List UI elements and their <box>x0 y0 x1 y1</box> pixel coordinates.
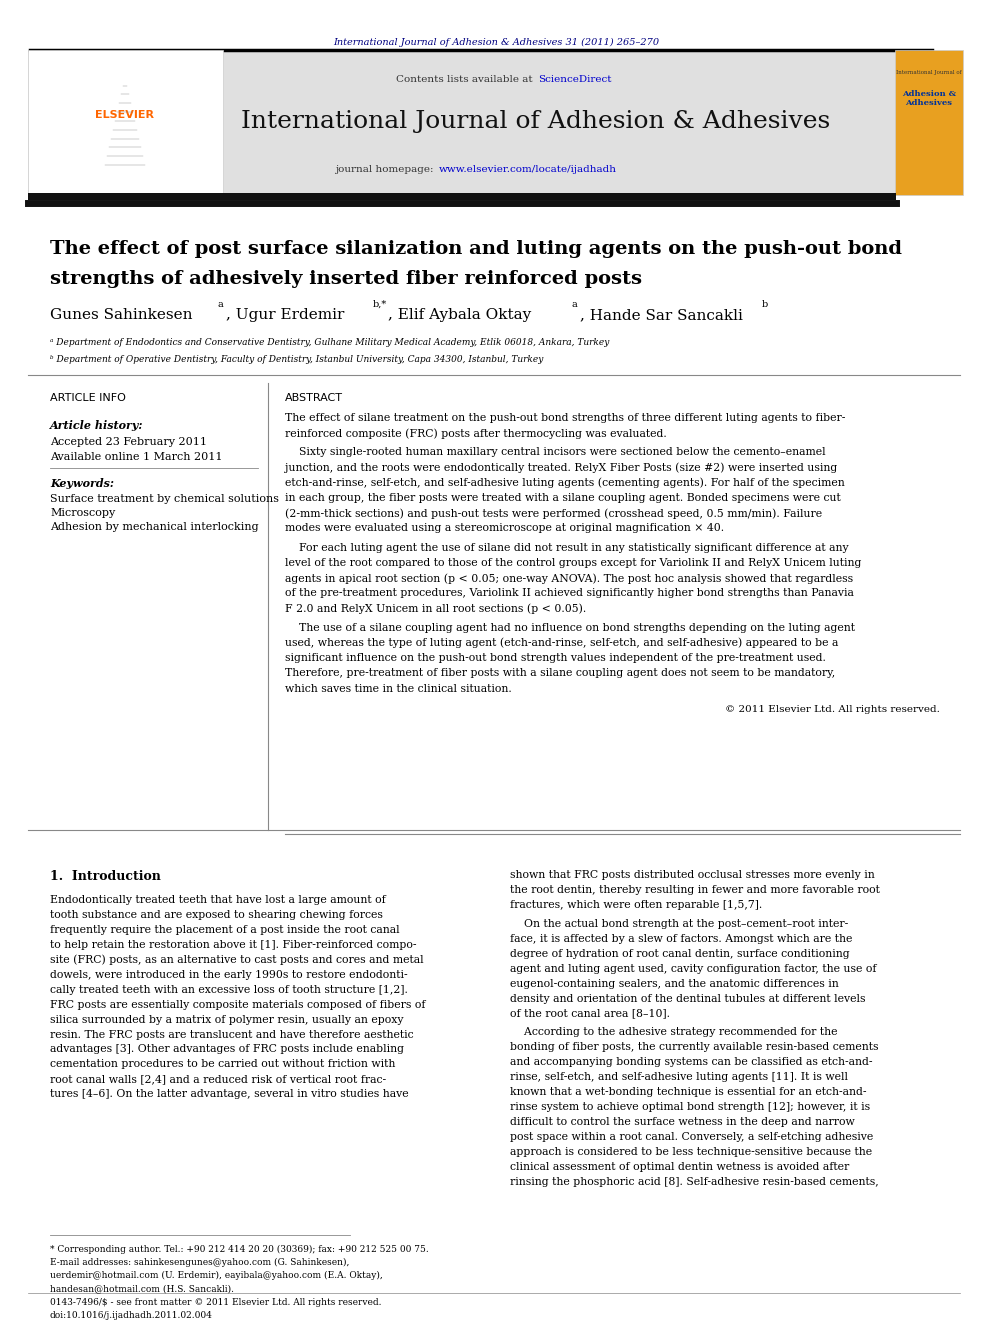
Text: journal homepage:: journal homepage: <box>334 165 436 175</box>
Text: used, whereas the type of luting agent (etch-and-rinse, self-etch, and self-adhe: used, whereas the type of luting agent (… <box>285 638 838 648</box>
Text: cementation procedures to be carried out without friction with: cementation procedures to be carried out… <box>50 1060 396 1069</box>
Text: * Corresponding author. Tel.: +90 212 414 20 20 (30369); fax: +90 212 525 00 75.: * Corresponding author. Tel.: +90 212 41… <box>50 1245 429 1254</box>
Text: etch-and-rinse, self-etch, and self-adhesive luting agents (cementing agents). F: etch-and-rinse, self-etch, and self-adhe… <box>285 478 845 488</box>
Text: 0143-7496/$ - see front matter © 2011 Elsevier Ltd. All rights reserved.: 0143-7496/$ - see front matter © 2011 El… <box>50 1298 382 1307</box>
Text: rinse, self-etch, and self-adhesive luting agents [11]. It is well: rinse, self-etch, and self-adhesive luti… <box>510 1072 848 1082</box>
Text: to help retain the restoration above it [1]. Fiber-reinforced compo-: to help retain the restoration above it … <box>50 939 417 950</box>
Text: F 2.0 and RelyX Unicem in all root sections (p < 0.05).: F 2.0 and RelyX Unicem in all root secti… <box>285 603 586 614</box>
Text: FRC posts are essentially composite materials composed of fibers of: FRC posts are essentially composite mate… <box>50 1000 426 1009</box>
Text: The use of a silane coupling agent had no influence on bond strengths depending : The use of a silane coupling agent had n… <box>285 623 855 632</box>
Text: Microscopy: Microscopy <box>50 508 115 519</box>
Text: of the pre-treatment procedures, Variolink II achieved significantly higher bond: of the pre-treatment procedures, Varioli… <box>285 589 854 598</box>
Text: Contents lists available at: Contents lists available at <box>396 75 536 83</box>
FancyBboxPatch shape <box>28 50 898 194</box>
Text: The effect of post surface silanization and luting agents on the push-out bond: The effect of post surface silanization … <box>50 239 902 258</box>
Text: a: a <box>218 300 224 310</box>
Text: post space within a root canal. Conversely, a self-etching adhesive: post space within a root canal. Converse… <box>510 1132 873 1142</box>
Text: cally treated teeth with an excessive loss of tooth structure [1,2].: cally treated teeth with an excessive lo… <box>50 984 408 995</box>
Text: rinsing the phosphoric acid [8]. Self-adhesive resin-based cements,: rinsing the phosphoric acid [8]. Self-ad… <box>510 1177 879 1187</box>
Text: , Hande Sar Sancakli: , Hande Sar Sancakli <box>580 308 743 321</box>
Text: degree of hydration of root canal dentin, surface conditioning: degree of hydration of root canal dentin… <box>510 949 849 959</box>
Text: difficult to control the surface wetness in the deep and narrow: difficult to control the surface wetness… <box>510 1117 855 1127</box>
Text: significant influence on the push-out bond strength values independent of the pr: significant influence on the push-out bo… <box>285 654 826 663</box>
Text: (2-mm-thick sections) and push-out tests were performed (crosshead speed, 0.5 mm: (2-mm-thick sections) and push-out tests… <box>285 508 822 519</box>
Text: Endodontically treated teeth that have lost a large amount of: Endodontically treated teeth that have l… <box>50 894 386 905</box>
Text: silica surrounded by a matrix of polymer resin, usually an epoxy: silica surrounded by a matrix of polymer… <box>50 1015 404 1024</box>
Bar <box>895 50 963 194</box>
Text: © 2011 Elsevier Ltd. All rights reserved.: © 2011 Elsevier Ltd. All rights reserved… <box>725 705 940 714</box>
Text: which saves time in the clinical situation.: which saves time in the clinical situati… <box>285 684 512 693</box>
Text: eugenol-containing sealers, and the anatomic differences in: eugenol-containing sealers, and the anat… <box>510 979 839 988</box>
Text: , Ugur Erdemir: , Ugur Erdemir <box>226 308 344 321</box>
Text: doi:10.1016/j.ijadhadh.2011.02.004: doi:10.1016/j.ijadhadh.2011.02.004 <box>50 1311 213 1320</box>
Text: clinical assessment of optimal dentin wetness is avoided after: clinical assessment of optimal dentin we… <box>510 1162 849 1172</box>
Text: ᵃ Department of Endodontics and Conservative Dentistry, Gulhane Military Medical: ᵃ Department of Endodontics and Conserva… <box>50 337 609 347</box>
Text: b,*: b,* <box>373 300 387 310</box>
Text: Adhesion &
Adhesives: Adhesion & Adhesives <box>902 90 956 107</box>
Text: International Journal of Adhesion & Adhesives: International Journal of Adhesion & Adhe… <box>241 110 830 134</box>
Text: Adhesion by mechanical interlocking: Adhesion by mechanical interlocking <box>50 523 259 532</box>
Text: Available online 1 March 2011: Available online 1 March 2011 <box>50 452 222 462</box>
Text: bonding of fiber posts, the currently available resin-based cements: bonding of fiber posts, the currently av… <box>510 1043 879 1052</box>
Text: reinforced composite (FRC) posts after thermocycling was evaluated.: reinforced composite (FRC) posts after t… <box>285 429 667 439</box>
Text: frequently require the placement of a post inside the root canal: frequently require the placement of a po… <box>50 925 400 935</box>
Text: agent and luting agent used, cavity configuration factor, the use of: agent and luting agent used, cavity conf… <box>510 963 877 974</box>
Text: tures [4–6]. On the latter advantage, several in vitro studies have: tures [4–6]. On the latter advantage, se… <box>50 1089 409 1099</box>
Text: International Journal of Adhesion & Adhesives 31 (2011) 265–270: International Journal of Adhesion & Adhe… <box>333 38 659 48</box>
Text: 1.  Introduction: 1. Introduction <box>50 871 161 882</box>
Text: ARTICLE INFO: ARTICLE INFO <box>50 393 126 404</box>
Text: Sixty single-rooted human maxillary central incisors were sectioned below the ce: Sixty single-rooted human maxillary cent… <box>285 447 825 458</box>
Text: approach is considered to be less technique-sensitive because the: approach is considered to be less techni… <box>510 1147 872 1158</box>
Text: modes were evaluated using a stereomicroscope at original magnification × 40.: modes were evaluated using a stereomicro… <box>285 524 724 533</box>
Text: b: b <box>762 300 768 310</box>
Bar <box>28 50 223 194</box>
Text: a: a <box>572 300 577 310</box>
Text: On the actual bond strength at the post–cement–root inter-: On the actual bond strength at the post–… <box>510 918 848 929</box>
Text: agents in apical root section (p < 0.05; one-way ANOVA). The post hoc analysis s: agents in apical root section (p < 0.05;… <box>285 573 853 583</box>
Text: handesan@hotmail.com (H.S. Sancakli).: handesan@hotmail.com (H.S. Sancakli). <box>50 1285 234 1293</box>
Text: known that a wet-bonding technique is essential for an etch-and-: known that a wet-bonding technique is es… <box>510 1088 866 1097</box>
Text: Surface treatment by chemical solutions: Surface treatment by chemical solutions <box>50 493 279 504</box>
Text: rinse system to achieve optimal bond strength [12]; however, it is: rinse system to achieve optimal bond str… <box>510 1102 870 1113</box>
Text: Keywords:: Keywords: <box>50 478 114 490</box>
Text: advantages [3]. Other advantages of FRC posts include enabling: advantages [3]. Other advantages of FRC … <box>50 1044 404 1054</box>
Text: ScienceDirect: ScienceDirect <box>538 75 611 83</box>
Bar <box>28 193 896 200</box>
Text: International Journal of: International Journal of <box>896 70 962 75</box>
Text: tooth substance and are exposed to shearing chewing forces: tooth substance and are exposed to shear… <box>50 910 383 919</box>
Text: fractures, which were often reparable [1,5,7].: fractures, which were often reparable [1… <box>510 900 762 910</box>
Text: www.elsevier.com/locate/ijadhadh: www.elsevier.com/locate/ijadhadh <box>438 165 616 175</box>
Text: site (FRC) posts, as an alternative to cast posts and cores and metal: site (FRC) posts, as an alternative to c… <box>50 955 424 966</box>
Bar <box>28 50 896 194</box>
Text: uerdemir@hotmail.com (U. Erdemir), eayibala@yahoo.com (E.A. Oktay),: uerdemir@hotmail.com (U. Erdemir), eayib… <box>50 1271 383 1281</box>
Text: E-mail addresses: sahinkesengunes@yahoo.com (G. Sahinkesen),: E-mail addresses: sahinkesengunes@yahoo.… <box>50 1258 349 1267</box>
Text: resin. The FRC posts are translucent and have therefore aesthetic: resin. The FRC posts are translucent and… <box>50 1029 414 1040</box>
Text: ᵇ Department of Operative Dentistry, Faculty of Dentistry, Istanbul University, : ᵇ Department of Operative Dentistry, Fac… <box>50 355 544 364</box>
Text: junction, and the roots were endodontically treated. RelyX Fiber Posts (size #2): junction, and the roots were endodontica… <box>285 463 837 474</box>
Text: level of the root compared to those of the control groups except for Variolink I: level of the root compared to those of t… <box>285 558 861 568</box>
Text: density and orientation of the dentinal tubules at different levels: density and orientation of the dentinal … <box>510 994 865 1004</box>
Text: The effect of silane treatment on the push-out bond strengths of three different: The effect of silane treatment on the pu… <box>285 413 845 423</box>
Text: and accompanying bonding systems can be classified as etch-and-: and accompanying bonding systems can be … <box>510 1057 873 1068</box>
Text: Article history:: Article history: <box>50 419 144 431</box>
Text: root canal walls [2,4] and a reduced risk of vertical root frac-: root canal walls [2,4] and a reduced ris… <box>50 1074 386 1085</box>
Text: of the root canal area [8–10].: of the root canal area [8–10]. <box>510 1008 670 1019</box>
Text: According to the adhesive strategy recommended for the: According to the adhesive strategy recom… <box>510 1028 837 1037</box>
Text: For each luting agent the use of silane did not result in any statistically sign: For each luting agent the use of silane … <box>285 542 848 553</box>
Text: face, it is affected by a slew of factors. Amongst which are the: face, it is affected by a slew of factor… <box>510 934 852 943</box>
Text: shown that FRC posts distributed occlusal stresses more evenly in: shown that FRC posts distributed occlusa… <box>510 871 875 880</box>
Text: ELSEVIER: ELSEVIER <box>95 110 155 120</box>
Text: , Elif Aybala Oktay: , Elif Aybala Oktay <box>388 308 532 321</box>
Text: Gunes Sahinkesen: Gunes Sahinkesen <box>50 308 192 321</box>
Text: Therefore, pre-treatment of fiber posts with a silane coupling agent does not se: Therefore, pre-treatment of fiber posts … <box>285 668 835 679</box>
Text: the root dentin, thereby resulting in fewer and more favorable root: the root dentin, thereby resulting in fe… <box>510 885 880 894</box>
Text: in each group, the fiber posts were treated with a silane coupling agent. Bonded: in each group, the fiber posts were trea… <box>285 493 841 503</box>
Text: ABSTRACT: ABSTRACT <box>285 393 343 404</box>
Text: Accepted 23 February 2011: Accepted 23 February 2011 <box>50 437 207 447</box>
Text: dowels, were introduced in the early 1990s to restore endodonti-: dowels, were introduced in the early 199… <box>50 970 408 980</box>
Text: strengths of adhesively inserted fiber reinforced posts: strengths of adhesively inserted fiber r… <box>50 270 642 288</box>
